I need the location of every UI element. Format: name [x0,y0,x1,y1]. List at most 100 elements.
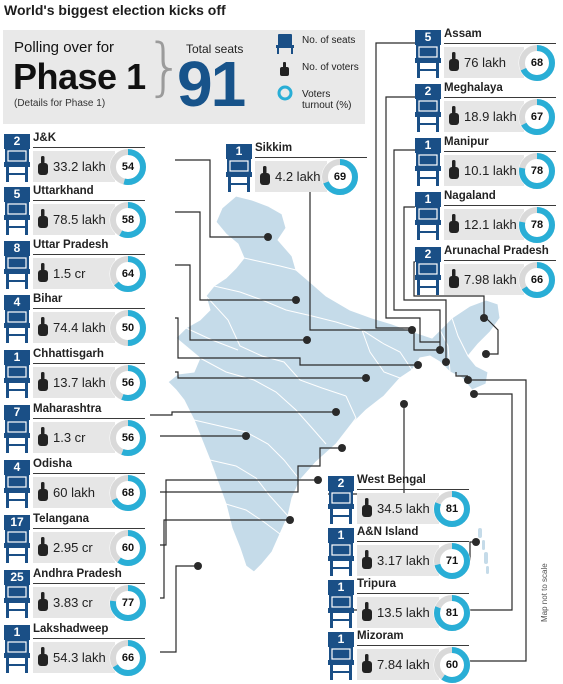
voters-count: 78.5 lakh [53,212,106,227]
state-name: Assam [444,28,482,40]
state-card-lakshadweep: 1 Lakshadweep 54.3 lakh 66 [4,623,154,681]
state-rule [444,97,556,98]
voter-hand-icon [38,317,48,336]
state-name: Chhattisgarh [33,348,104,360]
seats-badge: 2 [415,84,441,99]
state-card-an-island: 1 A&N Island 3.17 lakh 71 [328,526,478,584]
seats-badge: 1 [328,528,354,543]
state-rule [33,308,145,309]
state-name: Tripura [357,578,396,590]
legend-voters-label: No. of voters [302,62,359,73]
turnout-percent: 69 [333,171,347,183]
turnout-percent: 81 [445,503,459,515]
map-scale-note: Map not to scale [540,563,549,622]
voters-box: 7.84 lakh [357,649,439,680]
seats-badge: 8 [4,241,30,256]
seats-badge: 4 [4,295,30,310]
voter-hand-icon [260,166,270,185]
voters-box: 13.5 lakh [357,597,439,628]
state-rule [33,363,145,364]
state-name: J&K [33,132,57,144]
turnout-percent: 78 [530,219,544,231]
chair-icon [4,419,30,453]
voters-box: 1.3 cr [33,422,115,453]
turnout-percent: 66 [121,652,135,664]
state-rule [444,260,556,261]
state-name: Telangana [33,513,90,525]
state-rule [444,151,556,152]
phase-label: Phase 1 [13,56,146,97]
voters-count: 7.98 lakh [464,272,517,287]
legend-turnout-label: Voters turnout (%) [302,89,352,111]
seats-badge: 5 [4,187,30,202]
turnout-percent: 50 [121,322,135,334]
state-name: Andhra Pradesh [33,568,122,580]
state-name: Uttarkhand [33,185,94,197]
state-rule [444,43,556,44]
state-borders [185,257,469,535]
state-rule [357,541,469,542]
chair-icon [4,584,30,618]
seats-badge: 2 [328,476,354,491]
voter-hand-icon [38,647,48,666]
voters-count: 2.95 cr [53,540,93,555]
legend-voter-hand-icon [280,62,289,76]
state-card-sikkim: 1 Sikkim 4.2 lakh 69 [226,142,376,200]
voter-hand-icon [38,427,48,446]
chair-icon [328,646,354,680]
turnout-percent: 56 [121,432,135,444]
legend-seats-label: No. of seats [302,35,356,46]
seats-badge: 4 [4,460,30,475]
turnout-percent: 64 [121,268,135,280]
turnout-donut-icon [518,152,556,190]
state-name: Manipur [444,136,489,148]
voters-count: 18.9 lakh [464,109,517,124]
state-name: Nagaland [444,190,496,202]
turnout-donut-icon [109,474,147,512]
state-rule [33,418,145,419]
state-name: A&N Island [357,526,419,538]
turnout-percent: 56 [121,377,135,389]
voter-hand-icon [362,550,372,569]
chair-icon [415,152,441,186]
state-card-jk: 2 J&K 33.2 lakh 54 [4,132,154,190]
voters-count: 3.83 cr [53,595,93,610]
voters-count: 7.84 lakh [377,657,430,672]
turnout-percent: 60 [445,659,459,671]
turnout-percent: 78 [530,165,544,177]
state-card-andhra-pradesh: 25 Andhra Pradesh 3.83 cr 77 [4,568,154,626]
chair-icon [4,364,30,398]
state-name: Meghalaya [444,82,503,94]
voter-hand-icon [449,269,459,288]
voters-count: 76 lakh [464,55,506,70]
turnout-donut-icon [518,44,556,82]
chair-icon [415,261,441,295]
voters-box: 33.2 lakh [33,151,115,182]
voters-box: 18.9 lakh [444,101,524,132]
voters-box: 74.4 lakh [33,312,115,343]
voters-box: 3.17 lakh [357,545,439,576]
voters-count: 12.1 lakh [464,217,517,232]
seats-badge: 1 [4,625,30,640]
state-card-telangana: 17 Telangana 2.95 cr 60 [4,513,154,571]
state-name: Mizoram [357,630,404,642]
turnout-percent: 60 [121,542,135,554]
voters-box: 10.1 lakh [444,155,524,186]
voters-count: 34.5 lakh [377,501,430,516]
state-card-arunachal-pradesh: 2 Arunachal Pradesh 7.98 lakh 66 [415,245,563,303]
turnout-donut-icon [433,490,471,528]
turnout-donut-icon [109,201,147,239]
seats-badge: 1 [4,350,30,365]
voter-hand-icon [449,160,459,179]
voters-box: 3.83 cr [33,587,115,618]
voters-box: 12.1 lakh [444,209,524,240]
voters-count: 60 lakh [53,485,95,500]
phase-details-label: (Details for Phase 1) [14,98,106,109]
state-card-uttar-pradesh: 8 Uttar Pradesh 1.5 cr 64 [4,239,154,297]
voter-hand-icon [362,602,372,621]
voter-hand-icon [38,263,48,282]
turnout-donut-icon [433,542,471,580]
state-card-nagaland: 1 Nagaland 12.1 lakh 78 [415,190,563,248]
turnout-percent: 81 [445,607,459,619]
voters-box: 4.2 lakh [255,161,327,192]
